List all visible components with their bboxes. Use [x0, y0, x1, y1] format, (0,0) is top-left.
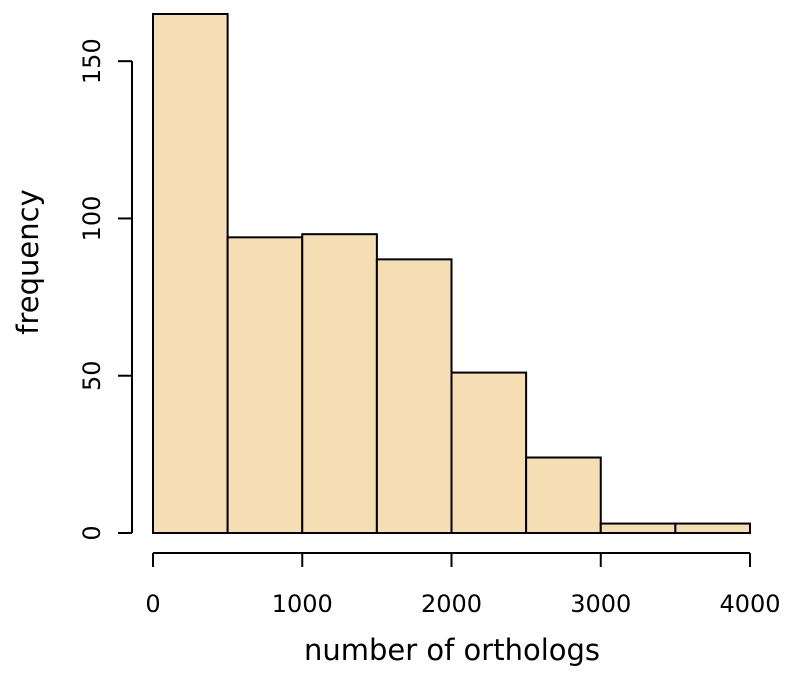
- x-tick-label: 2000: [421, 590, 482, 618]
- y-axis-title: frequency: [11, 189, 45, 334]
- y-tick-label: 50: [78, 360, 106, 391]
- histogram-bar: [674, 522, 751, 535]
- y-axis: 0 50 100 150: [78, 38, 133, 541]
- x-tick-label: 3000: [570, 590, 631, 618]
- bars-layer: [152, 13, 751, 535]
- x-tick-label: 1000: [272, 590, 333, 618]
- x-tick-label: 4000: [719, 590, 780, 618]
- histogram-bar: [375, 258, 453, 534]
- histogram-bar: [301, 233, 378, 534]
- x-tick-label: 0: [145, 590, 160, 618]
- x-axis: 0 1000 2000 3000 4000: [145, 552, 781, 618]
- histogram-bar: [450, 371, 528, 534]
- y-tick-label: 150: [78, 38, 106, 84]
- histogram-bar: [226, 236, 304, 534]
- histogram-bar: [525, 456, 602, 534]
- y-tick-label: 0: [78, 525, 106, 540]
- histogram-bar: [152, 13, 229, 534]
- histogram-bar: [599, 522, 677, 535]
- x-axis-title: number of orthologs: [304, 633, 600, 667]
- y-tick-label: 100: [78, 196, 106, 242]
